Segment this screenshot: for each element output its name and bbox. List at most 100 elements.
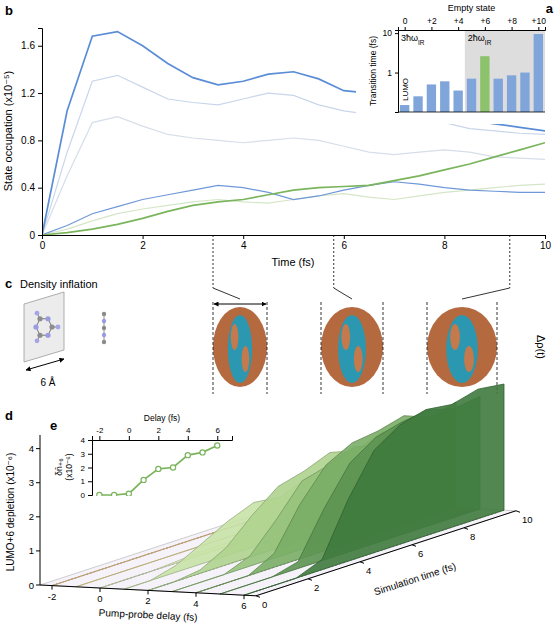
tick-label: 2	[157, 426, 162, 435]
region-label-sub: IR	[485, 39, 492, 46]
tick-label: 2	[145, 595, 150, 606]
atom	[35, 338, 40, 343]
bar	[534, 34, 543, 112]
atom	[45, 333, 50, 338]
tick: 0.4	[21, 182, 42, 193]
tick-label: +10	[532, 16, 547, 26]
point	[200, 450, 205, 455]
molecular-plane	[24, 292, 64, 362]
snapshot-connector	[509, 235, 510, 288]
snapshot-connector	[334, 288, 352, 299]
extent-line	[267, 302, 268, 394]
atom	[49, 324, 54, 329]
atom	[33, 324, 38, 329]
point	[126, 491, 131, 496]
tick-label: 0	[97, 593, 102, 604]
panel-letter: a	[546, 1, 554, 16]
point	[97, 492, 102, 496]
tick-mark	[36, 585, 40, 586]
region-label-sub: IR	[418, 39, 425, 46]
tick-label: 4	[81, 436, 86, 445]
tick: 1.2	[21, 88, 42, 99]
atom	[56, 325, 61, 330]
plot-marks	[97, 443, 220, 496]
z-axis-title: Simulation time (fs)	[373, 560, 458, 597]
line	[42, 143, 545, 235]
point	[141, 477, 146, 482]
tick-mark	[143, 235, 144, 239]
tick-label: 1	[29, 545, 34, 556]
axis-line	[395, 31, 399, 113]
atom	[102, 312, 106, 316]
tick-label: 0.8	[21, 135, 35, 146]
tick-mark	[512, 27, 513, 30]
tick: 8	[442, 235, 448, 251]
inset-background	[356, 2, 554, 124]
line	[42, 75, 545, 235]
axis-line	[38, 29, 43, 236]
tick: -2	[96, 426, 104, 440]
axis-line	[399, 27, 546, 31]
atom	[102, 319, 106, 323]
atom	[102, 340, 106, 344]
tick-label: 4	[29, 443, 34, 454]
tick-label: 10	[540, 240, 552, 251]
baseline	[398, 112, 545, 113]
tick-mark	[395, 73, 398, 74]
tick: +8	[507, 16, 517, 30]
axis: -20246	[93, 426, 233, 441]
x-axis-title: Pump-probe delay (fs)	[98, 607, 197, 623]
tick-label: 0	[127, 426, 132, 435]
tick: 0	[127, 426, 132, 440]
tick-label: 0	[40, 240, 46, 251]
region-label-text: 2ħω	[468, 33, 485, 43]
tick-mark	[431, 27, 432, 30]
snapshot-connector	[462, 288, 510, 299]
tick-label: 6	[418, 548, 423, 559]
extent-line	[427, 302, 428, 394]
axis: 01234	[81, 436, 93, 500]
tick-mark	[100, 588, 101, 592]
tick-label: 4	[186, 426, 191, 435]
tick-mark	[256, 596, 260, 598]
panel-letter: b	[5, 3, 13, 18]
tick-mark	[412, 545, 416, 547]
axis: 0246810	[40, 235, 552, 251]
tick-label: 0.4	[21, 182, 35, 193]
tick-mark	[217, 436, 218, 440]
tick-label: +6	[481, 16, 491, 26]
tick-mark	[36, 448, 40, 449]
line	[42, 117, 545, 235]
tick-label: 2	[314, 582, 319, 593]
bar	[507, 75, 516, 112]
density-loss	[338, 315, 366, 383]
region-label-text: 3ħω	[401, 33, 418, 43]
tick-mark	[545, 235, 546, 239]
tick-mark	[485, 27, 486, 30]
tick: 6	[342, 235, 348, 251]
axis: 110	[383, 28, 399, 112]
panel-letter: e	[50, 418, 57, 433]
tick-mark	[538, 27, 539, 30]
tick-mark	[88, 440, 92, 441]
density-gain	[321, 307, 383, 387]
tick-mark	[38, 46, 42, 47]
tick-mark	[129, 436, 130, 440]
point	[170, 465, 175, 470]
tick-label: 8	[442, 240, 448, 251]
tick-mark	[395, 33, 398, 34]
figure: 024681000.40.81.21.6Time (fs)State occup…	[0, 0, 558, 633]
scale-arrow	[26, 359, 64, 370]
axis-line	[43, 236, 546, 240]
tick: 2	[157, 426, 162, 440]
tick-mark	[458, 27, 459, 30]
diagram-title: Density inflation	[20, 278, 98, 290]
axis-line	[88, 441, 93, 496]
tick-mark	[196, 593, 197, 597]
tick-mark	[158, 436, 159, 440]
tick-mark	[38, 188, 42, 189]
tick-mark	[405, 27, 406, 30]
tick-label: 4	[193, 598, 198, 609]
tick: +4	[454, 16, 464, 30]
plot-marks	[400, 30, 545, 112]
